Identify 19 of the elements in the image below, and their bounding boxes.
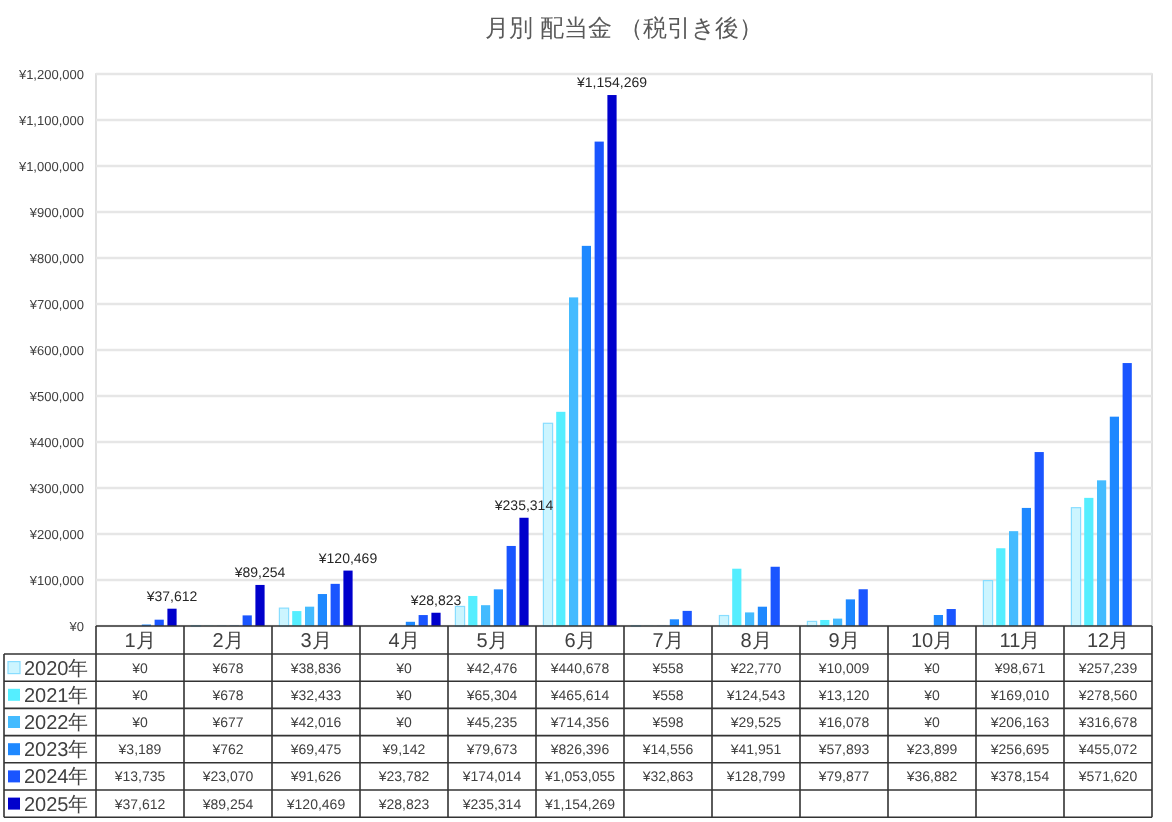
legend-label: 2020年 bbox=[24, 656, 89, 681]
x-tick-label: 9月 bbox=[828, 631, 860, 653]
chart-title: 月別 配当金 （税引き後） bbox=[485, 14, 763, 42]
x-tick-label: 2月 bbox=[212, 631, 244, 653]
x-tick-label: 10月 bbox=[910, 631, 954, 653]
legend-label: 2024年 bbox=[24, 765, 89, 790]
x-tick-label: 6月 bbox=[564, 631, 596, 653]
x-tick-label: 4月 bbox=[388, 631, 420, 653]
legend-label: 2022年 bbox=[24, 711, 89, 735]
x-tick-label: 7月 bbox=[652, 631, 684, 653]
x-tick-label: 1月 bbox=[124, 631, 156, 653]
x-tick-label: 5月 bbox=[476, 631, 508, 653]
legend-label: 2025年 bbox=[24, 792, 89, 817]
x-tick-label: 12月 bbox=[1086, 631, 1130, 653]
x-tick-label: 3月 bbox=[300, 631, 332, 653]
x-tick-label: 8月 bbox=[740, 631, 772, 653]
legend-label: 2021年 bbox=[24, 683, 89, 708]
x-tick-label: 11月 bbox=[999, 631, 1041, 653]
legend-label: 2023年 bbox=[24, 738, 89, 763]
